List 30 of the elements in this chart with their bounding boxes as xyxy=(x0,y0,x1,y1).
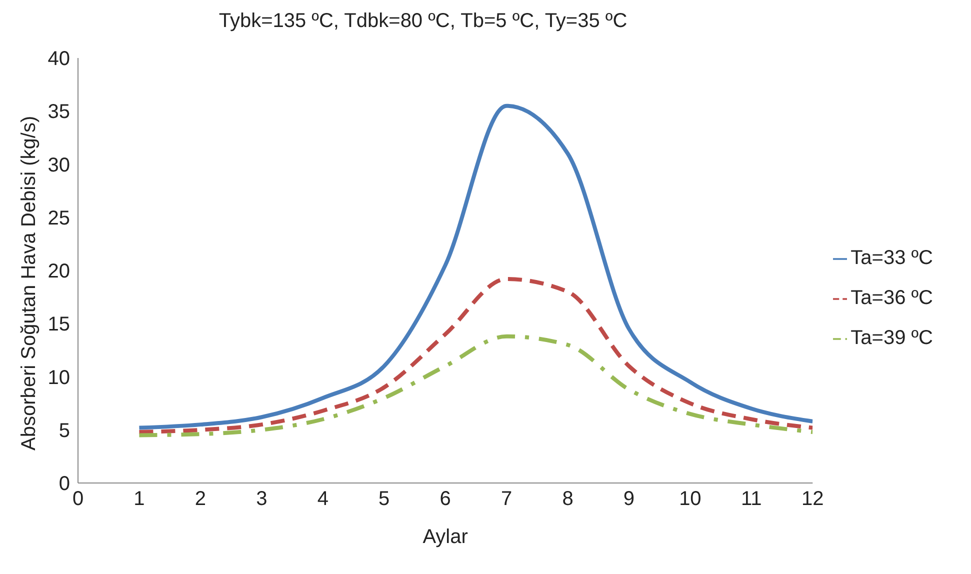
x-tick-label: 1 xyxy=(134,488,145,510)
x-tick-label: 6 xyxy=(440,488,451,510)
chart-title: Tybk=135 ºC, Tdbk=80 ºC, Tb=5 ºC, Ty=35 ºC xyxy=(218,9,628,33)
y-tick-label: 25 xyxy=(48,207,70,230)
y-tick-label: 30 xyxy=(48,154,70,176)
x-tick-label: 8 xyxy=(562,488,574,510)
y-tick-label: 20 xyxy=(48,260,70,283)
x-tick-label: 5 xyxy=(378,488,390,510)
legend-label: Ta=33 ºC xyxy=(850,247,933,269)
line-series xyxy=(137,104,813,430)
x-tick-label: 12 xyxy=(802,488,824,510)
y-tick-label: 40 xyxy=(48,48,70,70)
x-tick-label: 9 xyxy=(623,488,635,510)
y-axis-title: Absorberi Soğutan Hava Debisi (kg/s) xyxy=(18,116,40,450)
y-tick-label: 5 xyxy=(58,420,70,442)
y-tick-label: 35 xyxy=(48,101,70,124)
line-series xyxy=(137,277,813,434)
x-tick-label: 4 xyxy=(317,488,328,510)
y-tick-label: 10 xyxy=(48,366,70,389)
x-tick-label: 2 xyxy=(194,488,206,510)
x-tick-label: 7 xyxy=(500,488,512,510)
x-tick-label: 10 xyxy=(679,488,702,510)
legend-label: Ta=36 ºC xyxy=(850,287,933,309)
x-axis-title: Aylar xyxy=(422,526,468,548)
legend-label: Ta=39 ºC xyxy=(850,327,933,349)
y-tick-label: 0 xyxy=(58,473,70,496)
x-tick-label: 11 xyxy=(741,488,762,510)
y-tick-label: 15 xyxy=(48,314,70,336)
x-tick-label: 3 xyxy=(256,488,268,510)
line-series xyxy=(137,334,813,438)
